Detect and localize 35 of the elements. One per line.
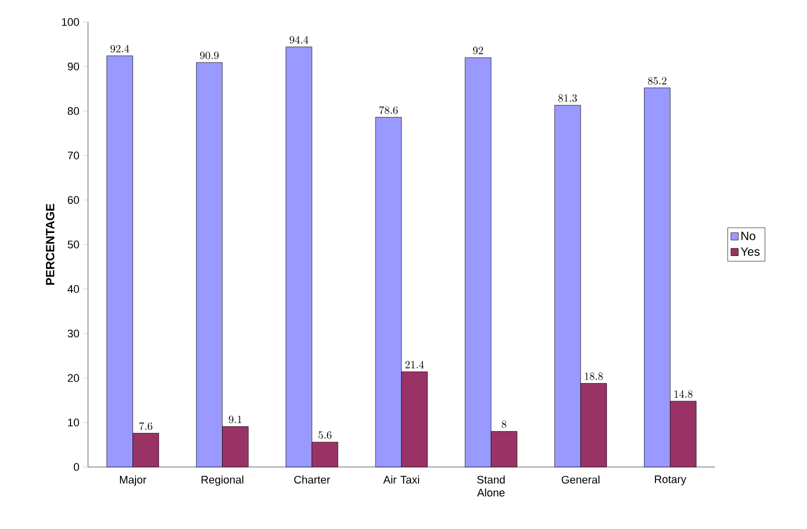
- x-tick-label: Stand Alone: [477, 476, 505, 497]
- x-tick-label: Air Taxi: [383, 476, 420, 484]
- data-label: 81 .3: [558, 94, 577, 102]
- data-label: 90.9: [200, 52, 219, 60]
- y-tick-label: 50: [68, 240, 80, 248]
- x-tick-label: Rotary: [654, 476, 686, 486]
- y-tick-label: 20: [68, 374, 80, 382]
- data-label: 21 .4: [405, 360, 424, 368]
- x-tick-label: Charter: [294, 476, 330, 484]
- data-label: 7.6: [139, 422, 152, 430]
- legend-label: No: [741, 232, 756, 240]
- data-label: 94.4: [290, 36, 308, 44]
- data-label: 8: [502, 420, 506, 428]
- y-tick-label: 40: [68, 285, 80, 293]
- data-label: 85.2: [648, 77, 666, 85]
- y-tick-label: 80: [68, 107, 80, 115]
- data-label: 9. 1: [228, 416, 242, 424]
- data-label: 78.6: [379, 106, 398, 114]
- data-label: 92.4: [110, 44, 130, 53]
- y-tick-label: 60: [68, 196, 80, 204]
- y-tick-label: 30: [68, 330, 80, 338]
- y-tick-label: 10: [68, 418, 80, 426]
- y-axis-title: PERCENTAGE: [46, 204, 54, 285]
- data-label: 18.8: [584, 372, 603, 380]
- y-tick-label: 0: [74, 463, 80, 471]
- x-tick-label: General: [562, 476, 600, 484]
- x-tick-label: Regional: [202, 476, 244, 486]
- y-tick-label: 70: [68, 152, 80, 160]
- x-tick-label: Major: [120, 476, 146, 486]
- y-tick-label: 100: [62, 18, 80, 26]
- data-label: 14.8: [674, 390, 692, 398]
- data-label: 92: [473, 46, 483, 54]
- legend-label: Yes: [740, 247, 760, 256]
- y-tick-label: 90: [68, 62, 80, 70]
- data-label: 5.6: [318, 431, 332, 439]
